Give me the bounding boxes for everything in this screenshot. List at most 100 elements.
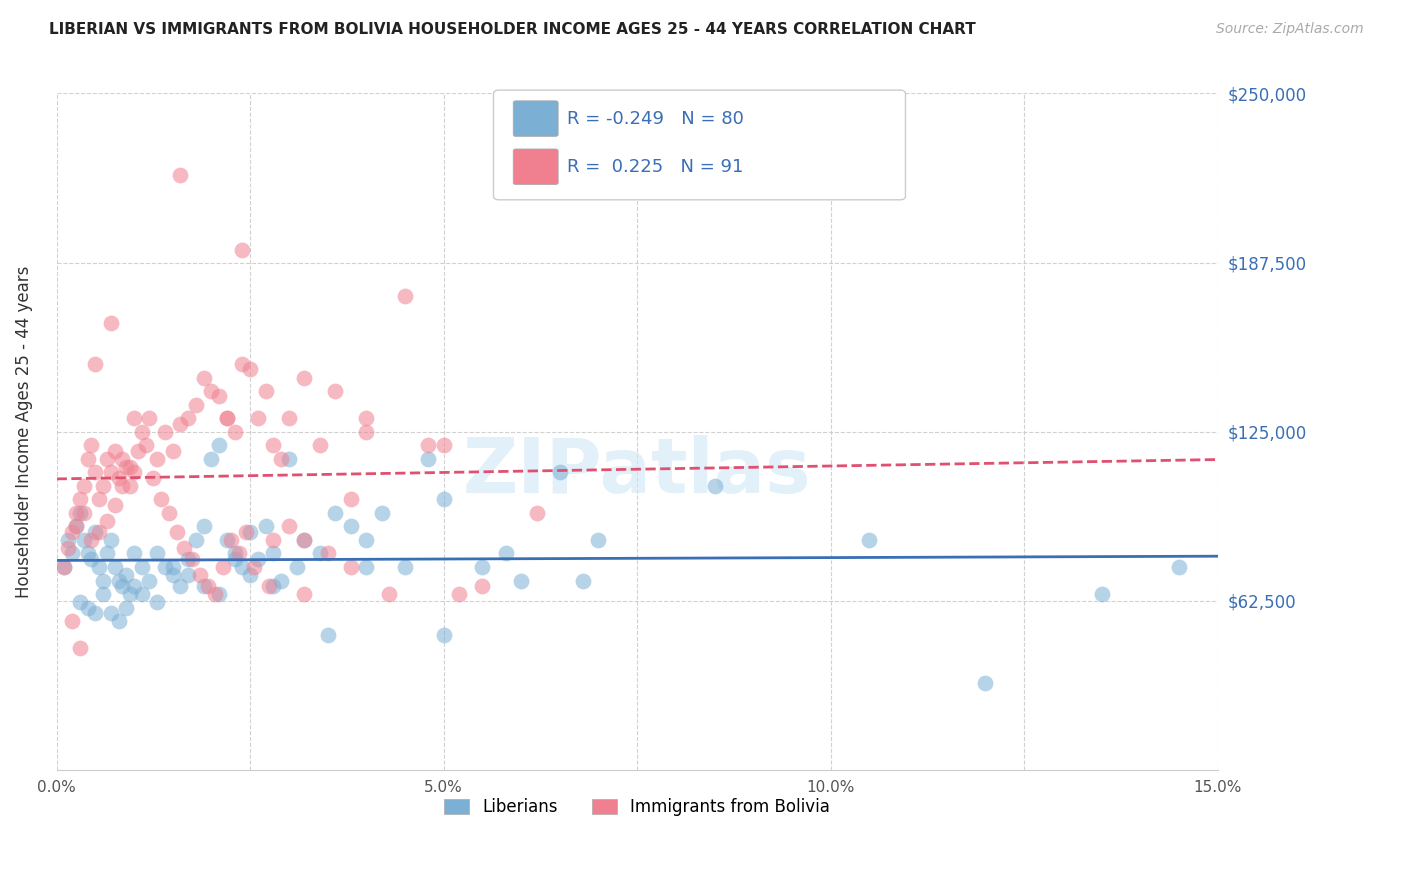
Point [96, 546, 118, 560]
Point [111, 579, 134, 593]
Point [323, 384, 346, 398]
Point [122, 411, 145, 425]
Point [259, 579, 281, 593]
Point [418, 451, 440, 466]
Point [162, 568, 184, 582]
Point [208, 438, 231, 452]
Point [193, 370, 215, 384]
Point [96, 451, 118, 466]
Point [89, 524, 111, 539]
Point [69, 641, 91, 656]
Point [316, 546, 339, 560]
Point [100, 317, 122, 331]
Text: Source: ZipAtlas.com: Source: ZipAtlas.com [1216, 22, 1364, 37]
Text: LIBERIAN VS IMMIGRANTS FROM BOLIVIA HOUSEHOLDER INCOME AGES 25 - 44 YEARS CORREL: LIBERIAN VS IMMIGRANTS FROM BOLIVIA HOUS… [49, 22, 976, 37]
Point [181, 552, 204, 566]
Point [60, 524, 83, 539]
Point [339, 492, 361, 507]
Point [1090, 587, 1112, 601]
Point [122, 579, 145, 593]
Point [146, 546, 169, 560]
Point [208, 587, 231, 601]
Point [84, 465, 107, 479]
Point [231, 244, 253, 258]
Point [169, 579, 191, 593]
Text: R = -0.249   N = 80: R = -0.249 N = 80 [567, 110, 744, 128]
Point [239, 524, 262, 539]
Point [418, 438, 440, 452]
Point [548, 465, 571, 479]
Point [142, 471, 165, 485]
Point [510, 574, 533, 588]
Point [131, 425, 153, 439]
Point [254, 384, 277, 398]
Point [107, 614, 129, 628]
Point [120, 587, 142, 601]
Text: ZIPatlas: ZIPatlas [463, 435, 811, 509]
Point [153, 425, 176, 439]
Point [433, 628, 456, 642]
Point [215, 411, 238, 425]
Point [84, 524, 107, 539]
Point [354, 411, 377, 425]
Point [231, 357, 253, 371]
Point [277, 451, 299, 466]
Point [193, 519, 215, 533]
Point [58, 533, 80, 547]
Point [277, 411, 299, 425]
Point [526, 506, 548, 520]
Point [246, 411, 269, 425]
Point [262, 533, 284, 547]
Point [354, 533, 377, 547]
Point [285, 560, 308, 574]
Point [53, 560, 76, 574]
Point [169, 417, 191, 431]
Point [153, 560, 176, 574]
Point [254, 519, 277, 533]
Point [433, 438, 456, 452]
Y-axis label: Householder Income Ages 25 - 44 years: Householder Income Ages 25 - 44 years [15, 266, 32, 598]
Point [80, 533, 103, 547]
Point [394, 289, 416, 303]
Point [122, 546, 145, 560]
Point [224, 552, 246, 566]
Point [270, 451, 292, 466]
Point [69, 492, 91, 507]
Point [239, 568, 262, 582]
Point [200, 451, 222, 466]
Point [169, 168, 191, 182]
Point [449, 587, 471, 601]
Point [115, 568, 138, 582]
Point [69, 595, 91, 609]
Point [292, 533, 315, 547]
Point [120, 459, 142, 474]
Point [370, 506, 392, 520]
Point [157, 506, 180, 520]
Point [270, 574, 292, 588]
Point [354, 425, 377, 439]
Point [104, 560, 127, 574]
Point [277, 519, 299, 533]
Point [89, 560, 111, 574]
Point [53, 560, 76, 574]
Point [184, 533, 207, 547]
Point [188, 568, 211, 582]
Point [204, 587, 226, 601]
Point [73, 506, 96, 520]
Point [138, 411, 160, 425]
Point [177, 552, 200, 566]
Point [212, 560, 235, 574]
Point [215, 411, 238, 425]
Point [235, 524, 257, 539]
Point [73, 479, 96, 493]
Point [292, 533, 315, 547]
Point [471, 579, 494, 593]
Point [572, 574, 595, 588]
Point [215, 533, 238, 547]
Point [91, 574, 114, 588]
Point [193, 579, 215, 593]
Point [1168, 560, 1191, 574]
Point [495, 546, 517, 560]
Point [60, 614, 83, 628]
Point [135, 438, 157, 452]
